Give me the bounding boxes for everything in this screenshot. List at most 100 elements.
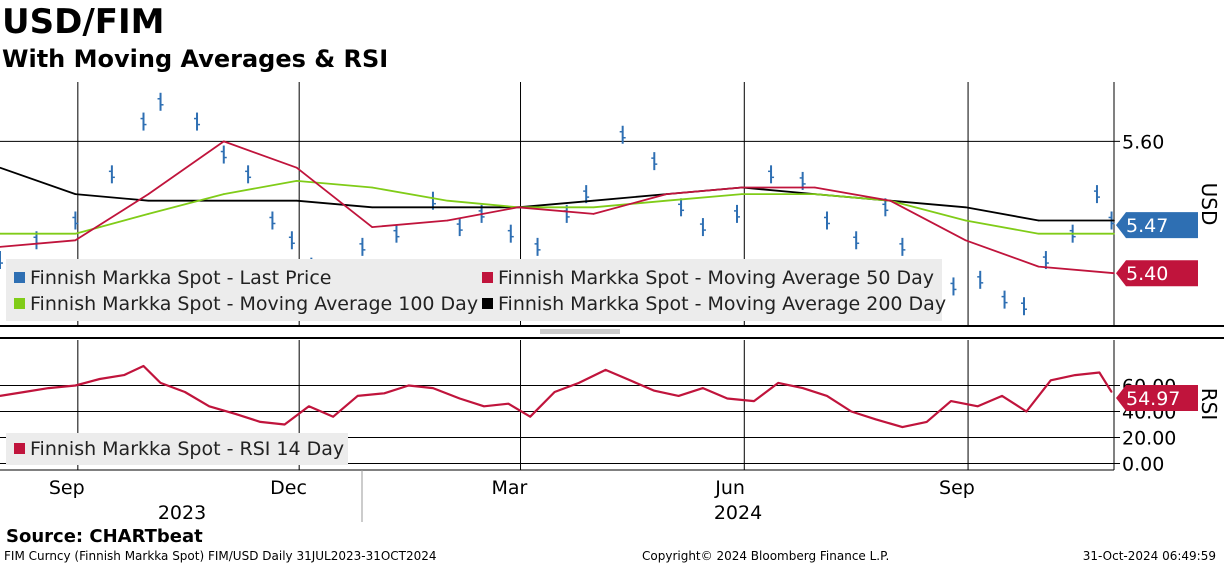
rsi-point-19 xyxy=(458,397,461,400)
rsi-point-24 xyxy=(578,382,580,384)
rsi-line xyxy=(0,364,1113,429)
last-price-tag: 5.47 xyxy=(1116,212,1198,239)
rsi-point-7 xyxy=(159,382,162,384)
ma100-point-10 xyxy=(741,193,743,195)
ma50-point-15 xyxy=(1113,272,1115,275)
ma100-point-2 xyxy=(147,213,150,215)
rsi-point-37 xyxy=(901,426,904,428)
rsi-axis-title: RSI xyxy=(1197,388,1221,421)
ma50-point-3 xyxy=(222,140,225,143)
ma100-point-0 xyxy=(0,232,1,235)
ma200-point-4 xyxy=(295,199,298,202)
legend-item-ma100: Finnish Markka Spot - Moving Average 100… xyxy=(14,292,478,316)
ma50-point-8 xyxy=(592,213,595,215)
ma100-series xyxy=(0,180,1115,235)
chart-subtitle: With Moving Averages & RSI xyxy=(2,45,389,73)
rsi-point-45 xyxy=(1098,371,1101,374)
ma50-point-14 xyxy=(1037,265,1040,268)
legend-swatch-ma200 xyxy=(482,298,493,309)
footer-description: FIM Curncy (Finnish Markka Spot) FIM/USD… xyxy=(4,549,437,563)
ma200-point-2 xyxy=(147,199,150,202)
rsi-point-41 xyxy=(1001,395,1003,397)
rsi-point-18 xyxy=(432,387,434,389)
legend-label-last-price: Finnish Markka Spot - Last Price xyxy=(30,267,332,289)
last-price-tag-text: 5.47 xyxy=(1126,215,1168,237)
ma50-point-4 xyxy=(295,166,298,169)
ma200-point-6 xyxy=(446,206,449,209)
ma200-point-3 xyxy=(222,199,225,202)
ma50-tag-shape xyxy=(1116,260,1198,287)
ma50-point-9 xyxy=(665,193,668,195)
ma50-point-0 xyxy=(0,246,1,248)
ma50-point-6 xyxy=(446,219,449,222)
ma100-point-6 xyxy=(446,199,449,202)
ma100-point-8 xyxy=(592,206,595,209)
ma100-line xyxy=(0,180,1114,235)
legend-swatch-ma50 xyxy=(482,272,493,283)
rsi-point-21 xyxy=(507,402,510,405)
ma200-point-8 xyxy=(592,199,595,202)
source-label: Source: CHARTbeat xyxy=(6,526,203,547)
x-tick-label-2: Mar xyxy=(492,477,528,499)
rsi-point-33 xyxy=(801,387,804,389)
year-label-2023: 2023 xyxy=(158,502,206,524)
rsi-ytick-label-1: 20.00 xyxy=(1122,428,1176,450)
ma50-tag: 5.40 xyxy=(1116,260,1198,287)
rsi-point-26 xyxy=(629,379,631,382)
rsi-point-30 xyxy=(726,397,729,400)
rsi-point-14 xyxy=(332,415,335,418)
rsi-point-2 xyxy=(47,387,50,389)
rsi-point-43 xyxy=(1049,379,1052,382)
rsi-point-6 xyxy=(142,365,145,367)
ma50-line xyxy=(0,140,1115,275)
x-tick-label-3: Jun xyxy=(714,477,745,499)
rsi-point-32 xyxy=(777,382,780,384)
rsi-point-1 xyxy=(23,391,26,393)
panel-splitter-handle xyxy=(540,329,620,334)
rsi-point-5 xyxy=(123,374,125,376)
legend-label-ma50: Finnish Markka Spot - Moving Average 50 … xyxy=(498,267,934,289)
ma100-point-15 xyxy=(1113,232,1115,235)
rsi-point-3 xyxy=(74,384,77,387)
rsi-point-4 xyxy=(98,378,101,380)
rsi-point-12 xyxy=(283,423,286,426)
ma100-point-3 xyxy=(222,193,225,195)
rsi-point-22 xyxy=(529,415,532,418)
ma100-point-14 xyxy=(1037,232,1040,235)
last-price-series xyxy=(0,92,1115,316)
price-ytick-label-0: 5.60 xyxy=(1122,131,1164,153)
rsi-point-36 xyxy=(874,418,877,421)
ma200-point-1 xyxy=(74,193,77,195)
ma200-point-13 xyxy=(964,206,967,209)
rsi-point-11 xyxy=(259,421,262,423)
rsi-point-15 xyxy=(356,395,359,397)
rsi-point-8 xyxy=(184,391,186,393)
chart-title: USD/FIM xyxy=(2,2,165,42)
year-label-2024: 2024 xyxy=(714,502,762,524)
legend-swatch-rsi xyxy=(14,443,25,454)
legend-item-rsi: Finnish Markka Spot - RSI 14 Day xyxy=(14,437,344,461)
ma100-point-13 xyxy=(964,219,967,222)
rsi-point-13 xyxy=(308,405,310,408)
ma200-point-0 xyxy=(0,166,1,169)
last-price-tag-shape xyxy=(1116,212,1198,239)
ma200-series xyxy=(0,166,1115,222)
rsi-point-44 xyxy=(1074,374,1076,376)
rsi-point-46 xyxy=(1110,391,1113,393)
rsi-point-31 xyxy=(753,400,755,402)
ma100-point-5 xyxy=(371,186,373,189)
legend-item-ma50: Finnish Markka Spot - Moving Average 50 … xyxy=(482,266,934,290)
ma50-point-7 xyxy=(517,206,519,209)
ma50-point-2 xyxy=(147,193,150,195)
rsi-point-38 xyxy=(925,421,928,423)
legend-label-ma100: Finnish Markka Spot - Moving Average 100… xyxy=(30,293,479,315)
ma50-point-11 xyxy=(814,186,816,189)
ma200-point-15 xyxy=(1113,219,1115,222)
rsi-point-42 xyxy=(1025,410,1028,413)
rsi-ytick-label-0: 0.00 xyxy=(1122,454,1164,476)
ma50-point-10 xyxy=(741,186,743,189)
ma50-tag-text: 5.40 xyxy=(1126,263,1168,285)
footer-copyright: Copyright© 2024 Bloomberg Finance L.P. xyxy=(642,549,890,563)
footer-timestamp: 31-Oct-2024 06:49:59 xyxy=(1082,549,1216,563)
